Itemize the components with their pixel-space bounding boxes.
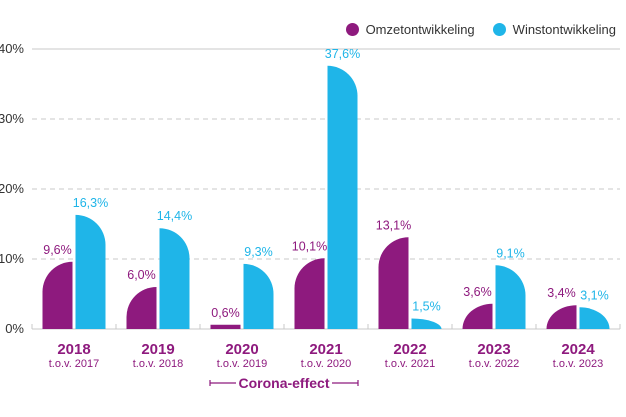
y-tick-label: 0% [5, 321, 24, 336]
value-label-winst: 37,6% [325, 47, 360, 61]
value-label-winst: 16,3% [73, 196, 108, 210]
value-label-winst: 9,3% [244, 245, 273, 259]
x-tick-label: 2020 [225, 341, 258, 358]
bar-omzet [210, 324, 241, 329]
bar-winst [159, 228, 190, 329]
value-label-omzet: 10,1% [292, 239, 327, 253]
y-tick-label: 20% [0, 181, 24, 196]
bar-winst [243, 263, 274, 329]
legend: Omzetontwikkeling Winstontwikkeling [345, 22, 616, 37]
bar-winst [495, 265, 526, 329]
x-tick-sublabel: t.o.v. 2022 [469, 358, 520, 370]
annotation-label: Corona-effect [238, 375, 329, 391]
y-tick-label: 40% [0, 41, 24, 56]
x-tick-label: 2018 [57, 341, 90, 358]
value-label-omzet: 13,1% [376, 218, 411, 232]
bar-omzet [378, 237, 409, 329]
bar-omzet [294, 258, 325, 329]
legend-dot-omzet [345, 23, 359, 36]
value-label-omzet: 3,4% [547, 286, 576, 300]
x-tick-sublabel: t.o.v. 2019 [217, 358, 268, 370]
x-tick-sublabel: t.o.v. 2023 [553, 358, 604, 370]
x-tick-label: 2022 [393, 341, 426, 358]
bar-winst [75, 214, 106, 329]
bar-omzet [42, 261, 73, 329]
legend-item-winst: Winstontwikkeling [492, 22, 616, 37]
x-tick-sublabel: t.o.v. 2021 [385, 358, 436, 370]
legend-label-winst: Winstontwikkeling [512, 22, 616, 37]
bar-winst [327, 65, 358, 330]
value-label-winst: 3,1% [580, 288, 609, 302]
value-label-winst: 14,4% [157, 209, 192, 223]
y-tick-label: 10% [0, 251, 24, 266]
value-label-winst: 1,5% [412, 300, 441, 314]
value-label-omzet: 3,6% [463, 285, 492, 299]
x-tick-sublabel: t.o.v. 2020 [301, 358, 352, 370]
value-label-omzet: 9,6% [43, 243, 72, 257]
x-tick-sublabel: t.o.v. 2018 [133, 358, 184, 370]
value-label-omzet: 6,0% [127, 268, 156, 282]
bar-omzet [462, 303, 493, 329]
y-tick-label: 30% [0, 111, 24, 126]
x-tick-sublabel: t.o.v. 2017 [49, 358, 100, 370]
legend-item-omzet: Omzetontwikkeling [345, 22, 475, 37]
bar-winst [579, 307, 610, 329]
value-label-omzet: 0,6% [211, 306, 240, 320]
x-tick-label: 2023 [477, 341, 510, 358]
legend-label-omzet: Omzetontwikkeling [365, 22, 475, 37]
bar-omzet [546, 305, 577, 329]
x-tick-label: 2019 [141, 341, 174, 358]
x-tick-label: 2024 [561, 341, 595, 358]
legend-dot-winst [492, 23, 506, 36]
value-label-winst: 9,1% [496, 246, 525, 260]
x-tick-label: 2021 [309, 341, 342, 358]
bar-omzet [126, 287, 157, 329]
bar-winst [411, 318, 442, 329]
